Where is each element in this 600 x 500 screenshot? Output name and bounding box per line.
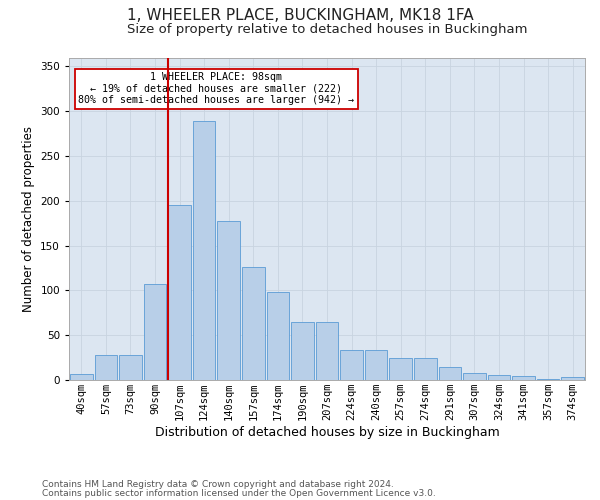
Bar <box>217 220 240 380</box>
Bar <box>562 378 584 380</box>
X-axis label: Distribution of detached houses by size in Buckingham: Distribution of detached houses by size … <box>155 426 499 439</box>
Bar <box>70 374 92 380</box>
Bar <box>242 267 265 380</box>
Y-axis label: Number of detached properties: Number of detached properties <box>22 126 35 312</box>
Bar <box>365 350 388 380</box>
Text: 1, WHEELER PLACE, BUCKINGHAM, MK18 1FA: 1, WHEELER PLACE, BUCKINGHAM, MK18 1FA <box>127 8 473 22</box>
Bar <box>291 322 314 380</box>
Bar <box>143 284 166 380</box>
Bar <box>316 322 338 380</box>
Text: Contains public sector information licensed under the Open Government Licence v3: Contains public sector information licen… <box>42 489 436 498</box>
Bar <box>95 355 117 380</box>
Bar <box>488 374 511 380</box>
Bar <box>168 206 191 380</box>
Text: 1 WHEELER PLACE: 98sqm
← 19% of detached houses are smaller (222)
80% of semi-de: 1 WHEELER PLACE: 98sqm ← 19% of detached… <box>78 72 354 105</box>
Bar <box>414 358 437 380</box>
Bar <box>512 376 535 380</box>
Text: Contains HM Land Registry data © Crown copyright and database right 2024.: Contains HM Land Registry data © Crown c… <box>42 480 394 489</box>
Bar <box>389 358 412 380</box>
Bar <box>537 379 559 380</box>
Bar <box>463 373 486 380</box>
Title: Size of property relative to detached houses in Buckingham: Size of property relative to detached ho… <box>127 22 527 36</box>
Bar <box>119 355 142 380</box>
Bar <box>193 121 215 380</box>
Bar <box>340 350 363 380</box>
Bar <box>439 366 461 380</box>
Bar <box>266 292 289 380</box>
